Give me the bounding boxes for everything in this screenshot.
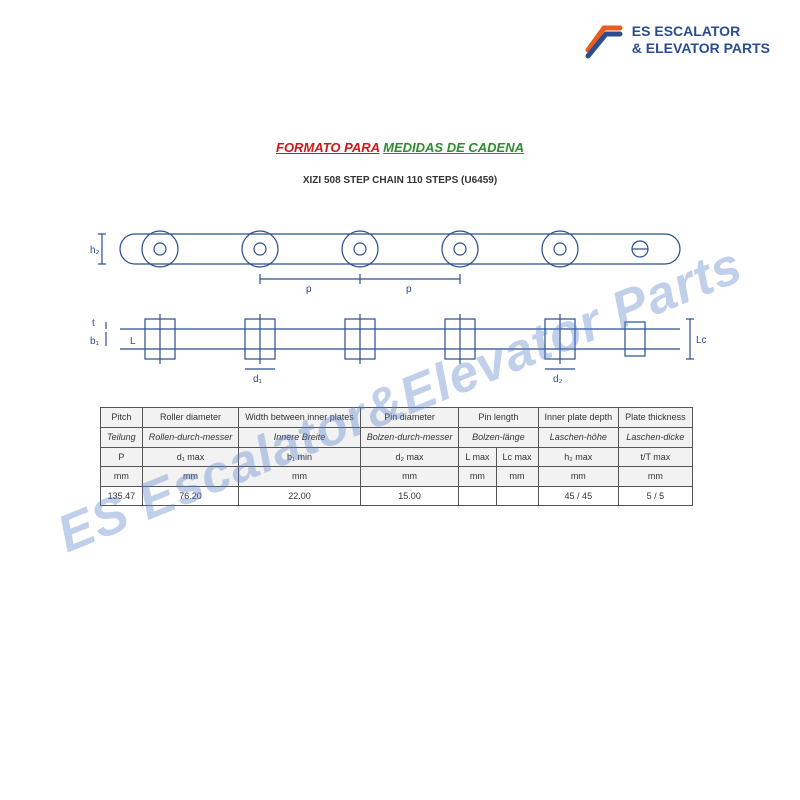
sym-0: P bbox=[101, 447, 143, 467]
val-2: 22.00 bbox=[239, 487, 361, 506]
title-part1: FORMATO PARA bbox=[276, 140, 380, 155]
unit-5: mm bbox=[496, 467, 538, 487]
content-area: FORMATO PARA MEDIDAS DE CADENA XIZI 508 … bbox=[80, 140, 720, 506]
hdr-de-1: Rollen-durch-messer bbox=[142, 427, 239, 447]
sym-3: d₂ max bbox=[360, 447, 459, 467]
chain-diagram: h₂ p p bbox=[80, 204, 720, 384]
logo: ES ESCALATOR & ELEVATOR PARTS bbox=[584, 20, 770, 60]
hdr-en-6: Inner plate depth bbox=[538, 408, 619, 428]
logo-mark-icon bbox=[584, 20, 624, 60]
hdr-en-0: Pitch bbox=[101, 408, 143, 428]
hdr-de-3: Bolzen-durch-messer bbox=[360, 427, 459, 447]
val-7: 5 / 5 bbox=[619, 487, 693, 506]
hdr-de-2: Innere Breite bbox=[239, 427, 361, 447]
label-Lc: Lc bbox=[696, 335, 707, 346]
unit-1: mm bbox=[142, 467, 239, 487]
sym-4: L max bbox=[459, 447, 496, 467]
label-L: L bbox=[130, 336, 136, 347]
logo-text: ES ESCALATOR & ELEVATOR PARTS bbox=[632, 23, 770, 57]
sym-5: Lc max bbox=[496, 447, 538, 467]
label-b1: b₁ bbox=[90, 336, 100, 347]
label-t: t bbox=[92, 318, 95, 329]
sym-7: t/T max bbox=[619, 447, 693, 467]
val-3: 15.00 bbox=[360, 487, 459, 506]
val-1: 76.20 bbox=[142, 487, 239, 506]
val-4 bbox=[459, 487, 496, 506]
specifications-table: Pitch Roller diameter Width between inne… bbox=[100, 407, 693, 506]
unit-3: mm bbox=[360, 467, 459, 487]
hdr-en-1: Roller diameter bbox=[142, 408, 239, 428]
label-p1: p bbox=[306, 284, 312, 295]
sym-2: b₁ min bbox=[239, 447, 361, 467]
main-title: FORMATO PARA MEDIDAS DE CADENA bbox=[80, 140, 720, 155]
val-5 bbox=[496, 487, 538, 506]
label-d2: d₂ bbox=[553, 374, 563, 384]
unit-0: mm bbox=[101, 467, 143, 487]
hdr-de-0: Teilung bbox=[101, 427, 143, 447]
unit-7: mm bbox=[619, 467, 693, 487]
subtitle: XIZI 508 STEP CHAIN 110 STEPS (U6459) bbox=[80, 175, 720, 186]
val-6: 45 / 45 bbox=[538, 487, 619, 506]
logo-line2: & ELEVATOR PARTS bbox=[632, 40, 770, 57]
logo-line1: ES ESCALATOR bbox=[632, 23, 770, 40]
hdr-en-4: Pin length bbox=[459, 408, 538, 428]
hdr-en-7: Plate thickness bbox=[619, 408, 693, 428]
label-h2: h₂ bbox=[90, 245, 100, 256]
unit-4: mm bbox=[459, 467, 496, 487]
val-0: 135.47 bbox=[101, 487, 143, 506]
title-part2: MEDIDAS DE CADENA bbox=[383, 140, 524, 155]
hdr-en-3: Pin diameter bbox=[360, 408, 459, 428]
label-p2: p bbox=[406, 284, 412, 295]
unit-2: mm bbox=[239, 467, 361, 487]
label-d1: d₁ bbox=[253, 374, 263, 384]
hdr-en-2: Width between inner plates bbox=[239, 408, 361, 428]
sym-6: h₂ max bbox=[538, 447, 619, 467]
hdr-de-4: Bolzen-länge bbox=[459, 427, 538, 447]
unit-6: mm bbox=[538, 467, 619, 487]
hdr-de-6: Laschen-höhe bbox=[538, 427, 619, 447]
hdr-de-7: Laschen-dicke bbox=[619, 427, 693, 447]
sym-1: d₁ max bbox=[142, 447, 239, 467]
